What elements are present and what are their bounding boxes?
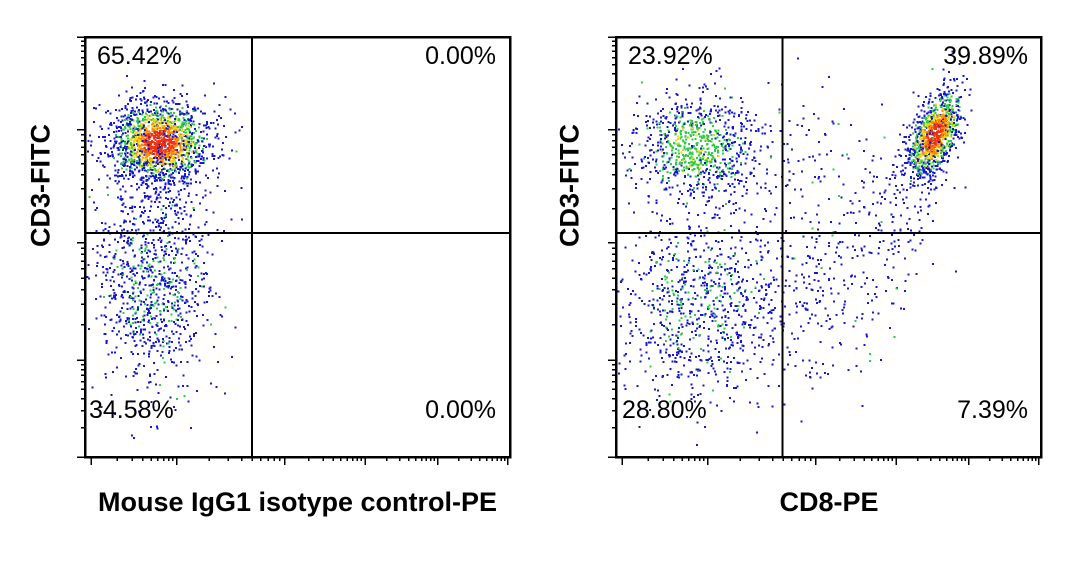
quadrant-percent-lower-left: 34.58% [89,396,174,424]
scatter-plot-isotype-control [77,35,512,465]
quadrant-percent-upper-right: 39.89% [943,42,1028,70]
x-axis-label-cd8-pe: CD8-PE [779,487,879,517]
quadrant-percent-upper-left: 23.92% [628,42,713,70]
x-axis-label-isotype-control: Mouse IgG1 isotype control-PE [97,487,498,517]
quadrant-percent-upper-right: 0.00% [425,42,496,70]
quadrant-percent-lower-right: 7.39% [957,396,1028,424]
quadrant-percent-lower-left: 28.80% [622,396,707,424]
quadrant-percent-lower-right: 0.00% [425,396,496,424]
scatter-plot-cd8 [608,35,1043,465]
quadrant-percent-upper-left: 65.42% [97,42,182,70]
